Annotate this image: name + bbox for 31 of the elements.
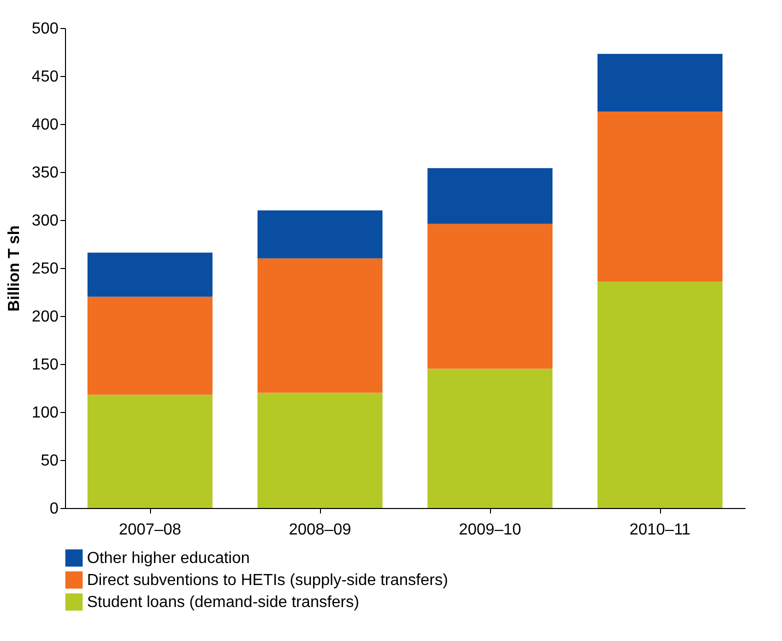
bar [598, 281, 722, 508]
y-tick-label: 0 [50, 500, 59, 518]
bar [428, 168, 552, 224]
bar [258, 258, 382, 393]
y-tick-label: 50 [40, 452, 59, 470]
y-tick-label: 200 [32, 308, 59, 326]
legend-label: Student loans (demand-side transfers) [87, 594, 360, 611]
bar [428, 224, 552, 369]
legend-label: Other higher education [87, 550, 250, 567]
bar [428, 368, 552, 508]
legend-label: Direct subventions to HETIs (supply-side transfers) [87, 572, 448, 589]
bar [258, 210, 382, 258]
bar [258, 392, 382, 508]
y-tick-label: 450 [32, 68, 59, 86]
bar [88, 296, 212, 395]
y-tick-label: 250 [32, 260, 59, 278]
y-tick-label: 400 [32, 116, 59, 134]
y-tick-label: 100 [32, 404, 59, 422]
y-tick-label: 500 [32, 20, 59, 38]
x-tick-label: 2008–09 [288, 522, 352, 538]
x-tick-label: 2010–11 [629, 522, 691, 538]
y-tick-label: 350 [32, 164, 59, 182]
y-tick-label: 300 [32, 212, 59, 230]
y-tick-label: 150 [32, 356, 59, 374]
x-tick-label: 2007–08 [118, 522, 182, 538]
y-axis-title: Billion T sh [6, 225, 23, 312]
x-tick-label: 2009–10 [458, 522, 522, 538]
bar [598, 54, 722, 112]
bar [598, 112, 722, 282]
bar [88, 394, 212, 508]
bar [88, 252, 212, 297]
